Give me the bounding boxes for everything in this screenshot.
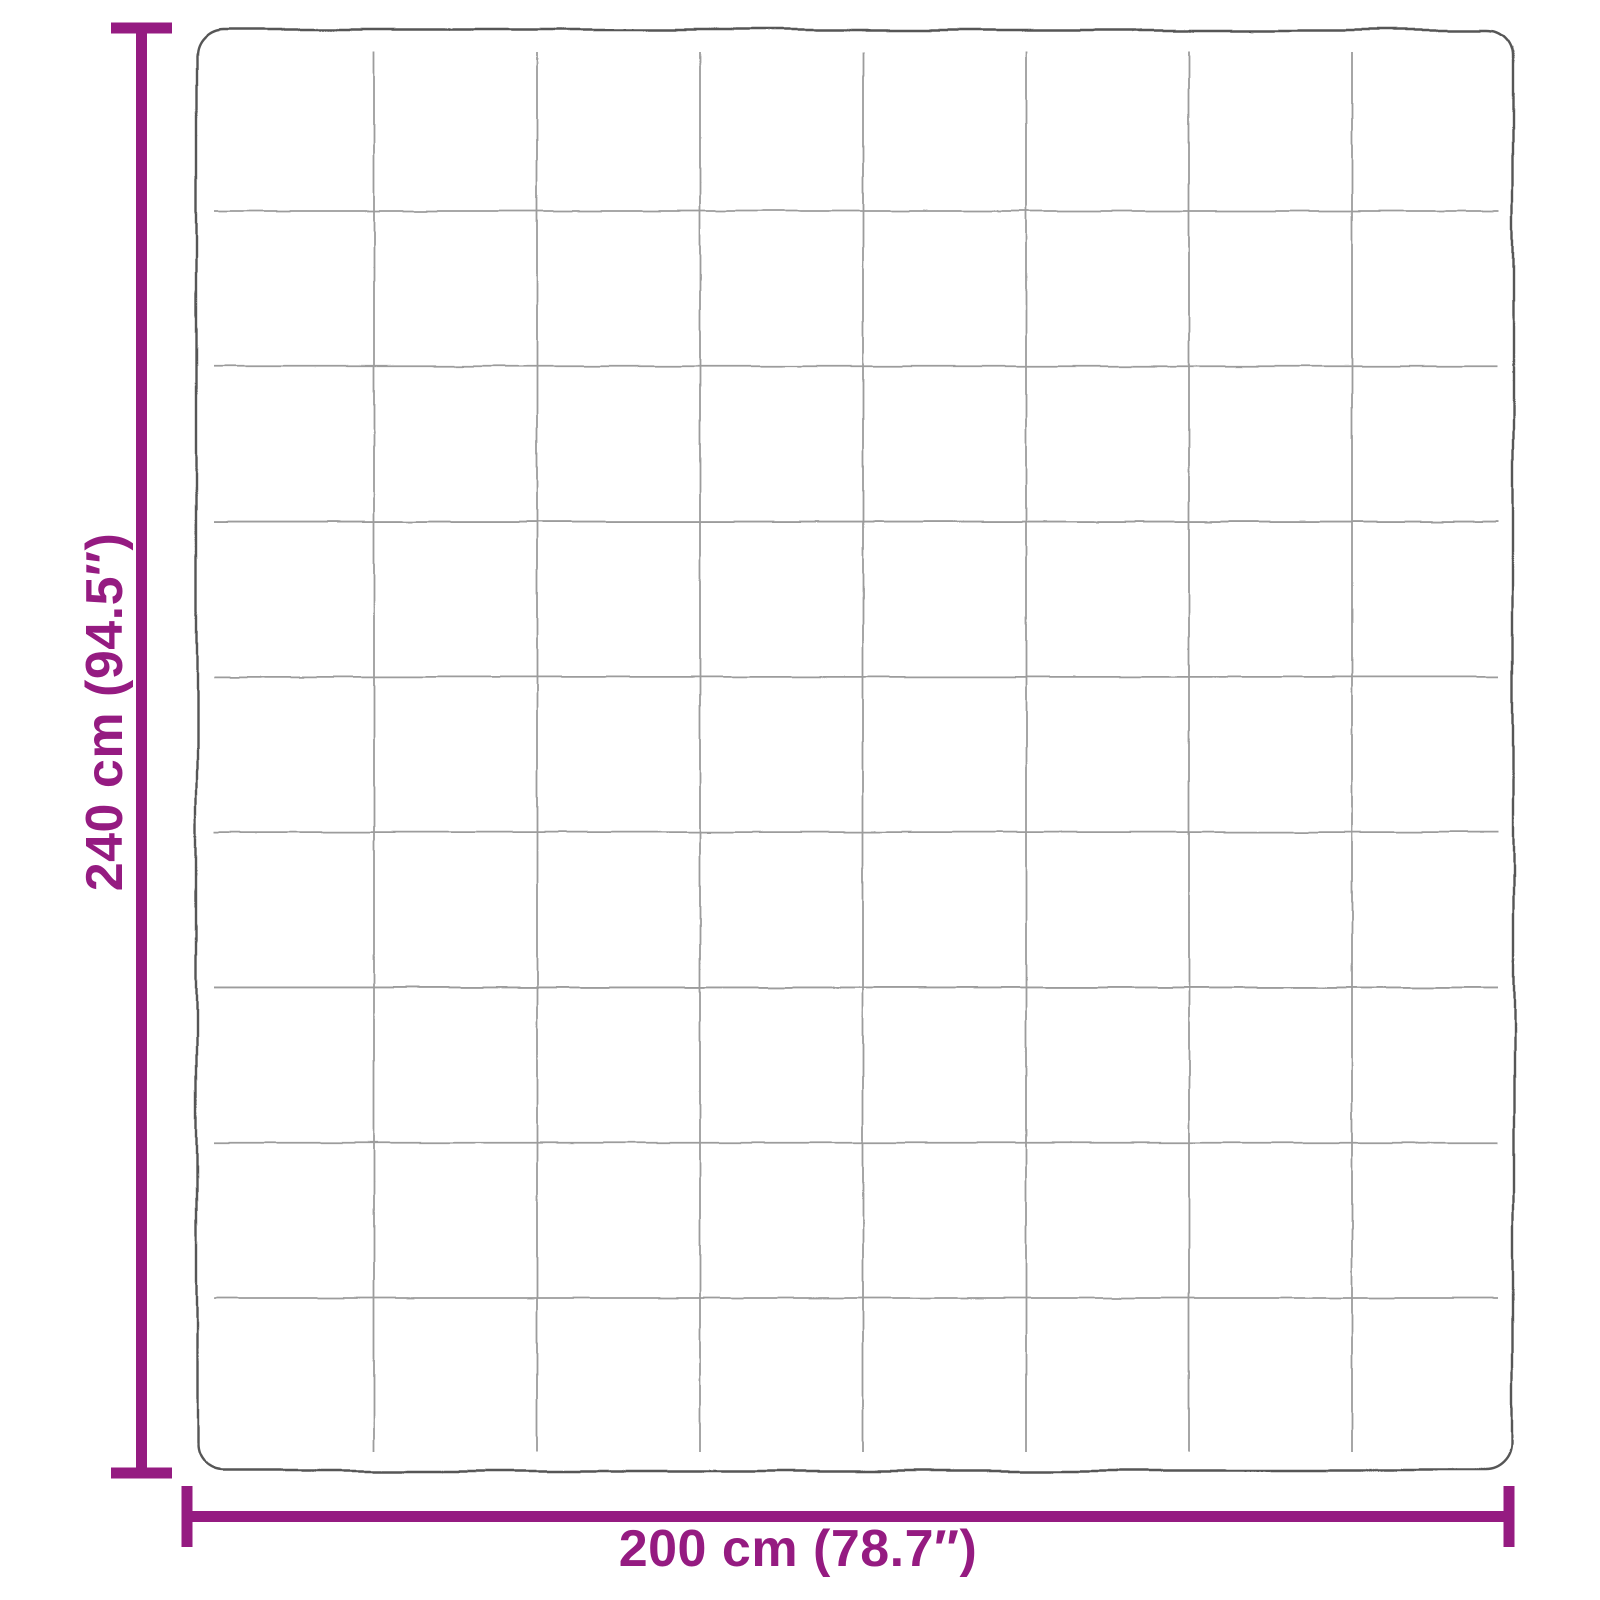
quilt-grid [214,52,1498,1452]
blanket-outline [195,28,1515,1473]
height-dimension-line [111,22,172,1479]
height-dimension-label: 240 cm (94.5″) [76,532,134,892]
width-dimension-label: 200 cm (78.7″) [618,1520,978,1578]
width-dimension-line [181,1486,1515,1547]
